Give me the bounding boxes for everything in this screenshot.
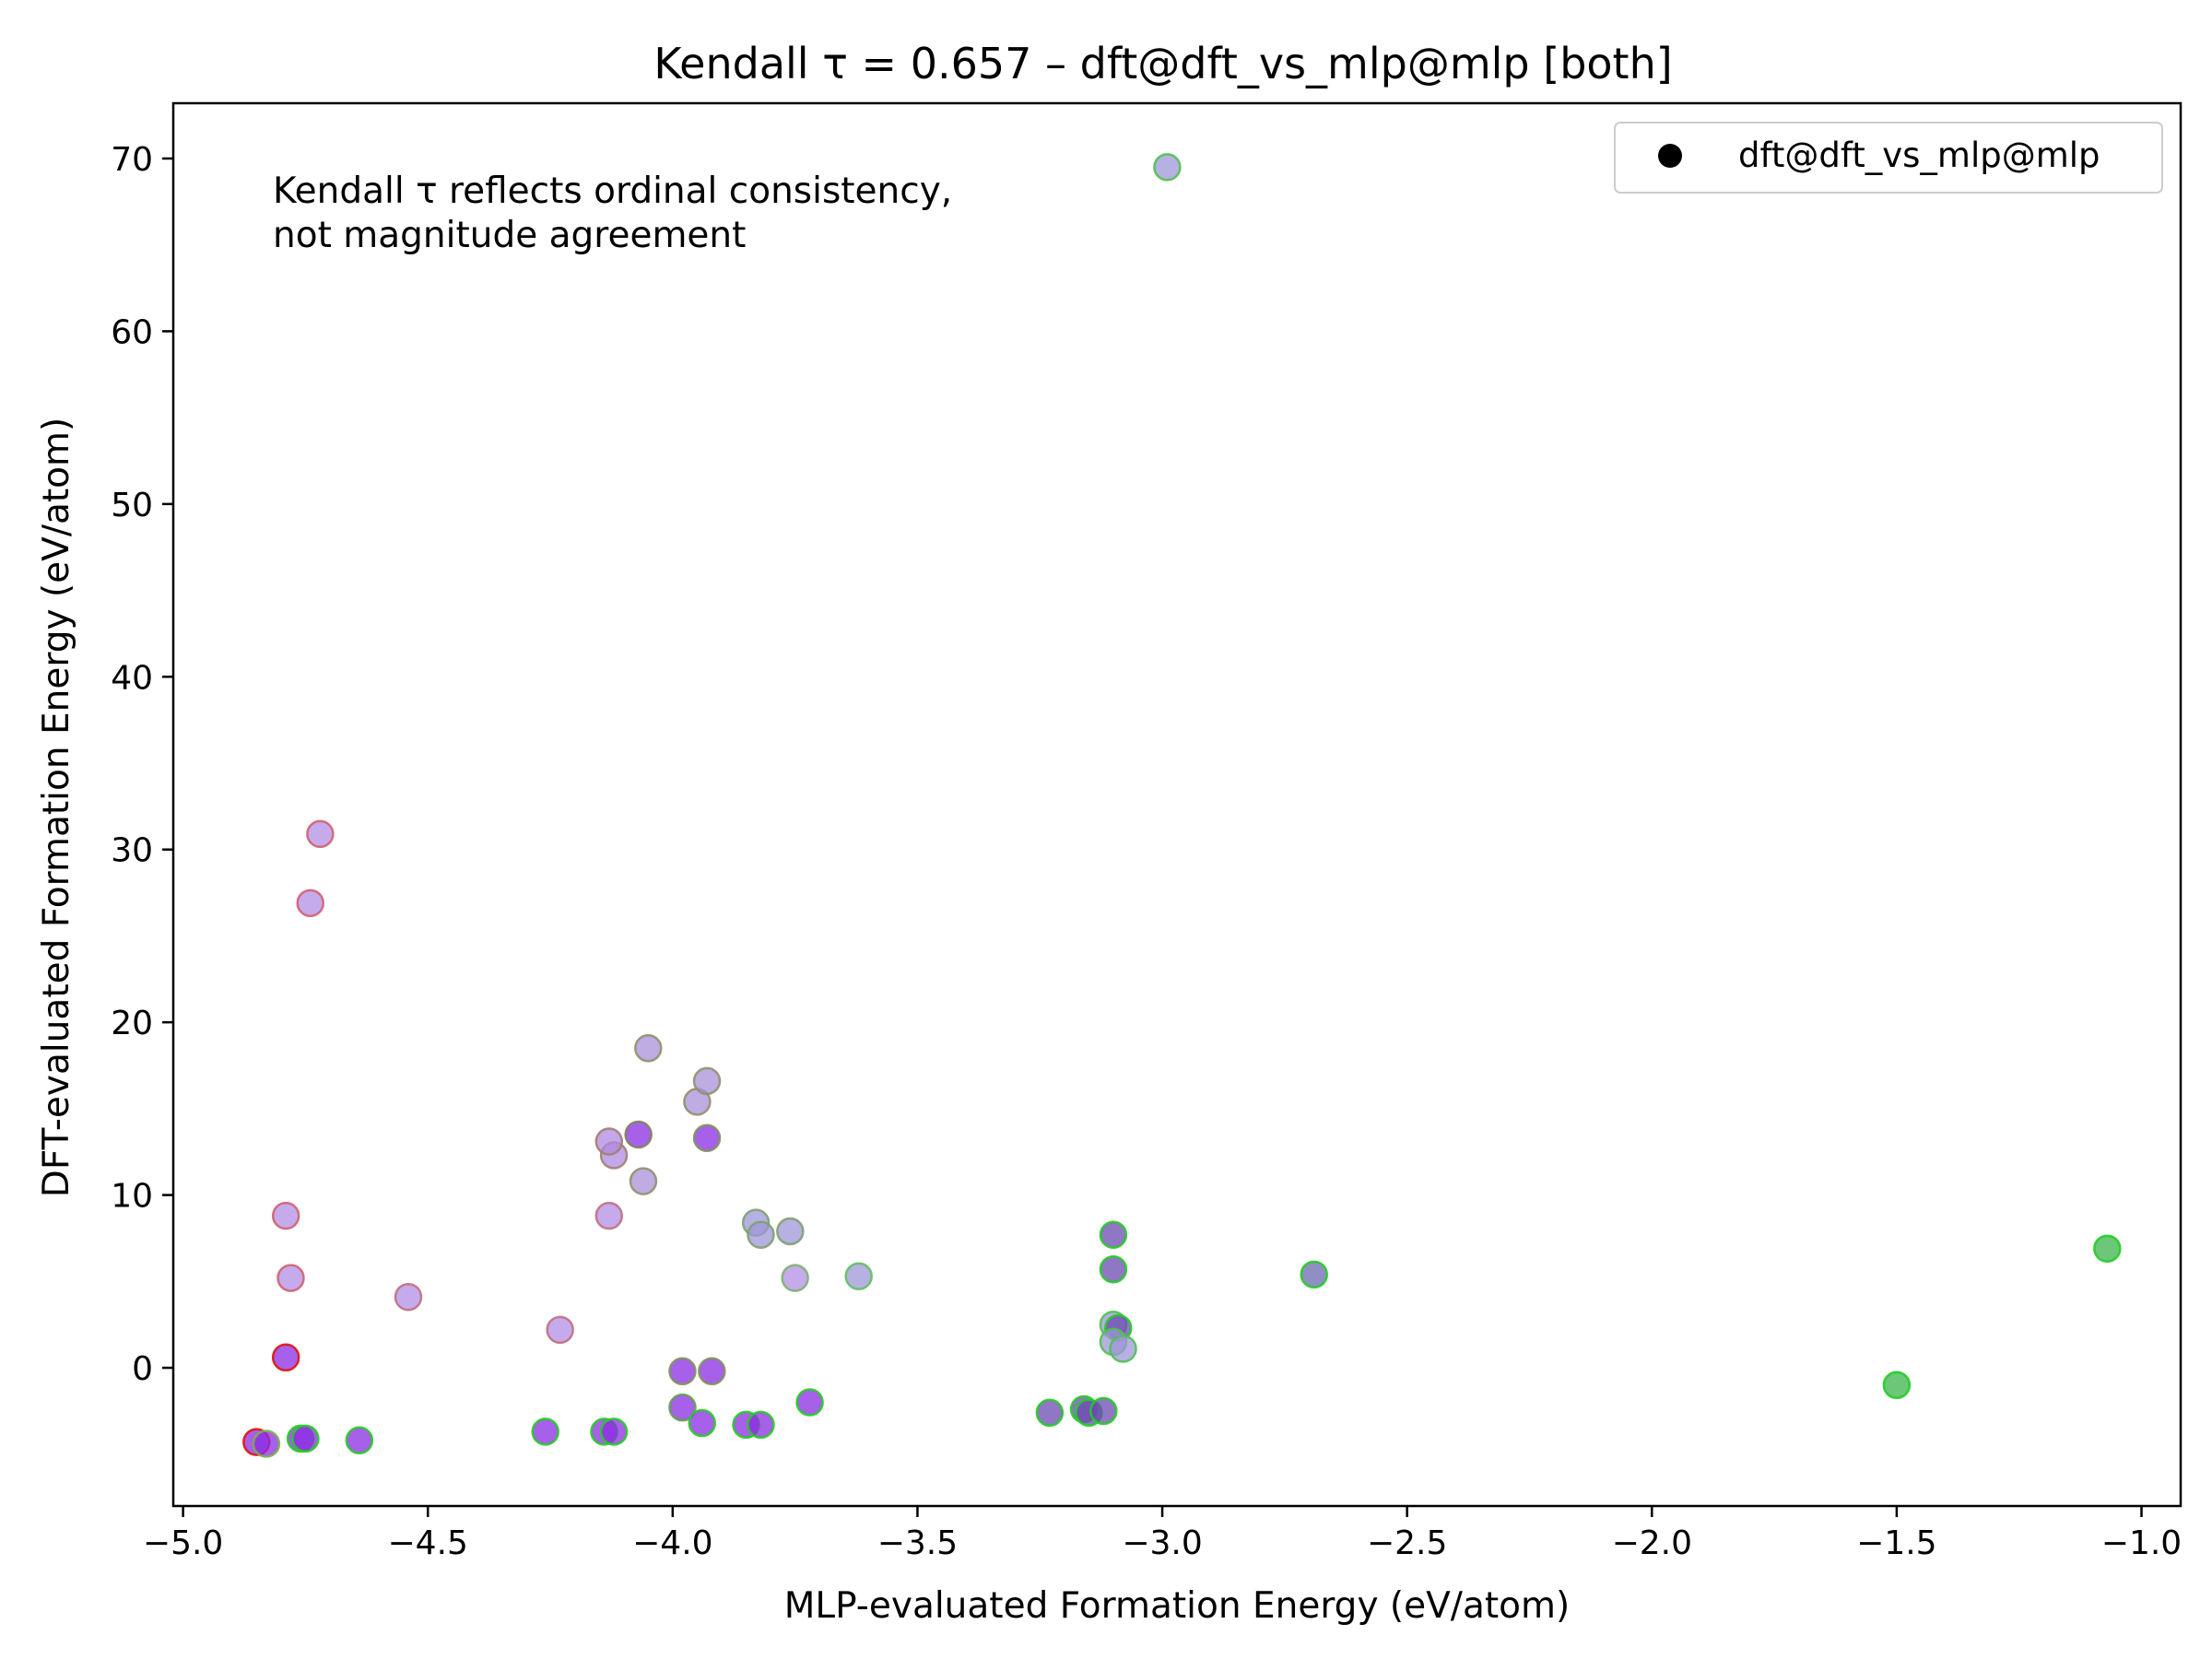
x-axis-label: MLP-evaluated Formation Energy (eV/atom) xyxy=(784,1585,1570,1627)
data-point xyxy=(1109,1335,1137,1363)
y-tick-label: 50 xyxy=(111,487,153,524)
data-point xyxy=(1153,153,1182,182)
y-axis-label: DFT-evaluated Formation Energy (eV/atom) xyxy=(36,418,77,1197)
data-point xyxy=(1089,1396,1118,1426)
x-tick-label: −4.5 xyxy=(388,1524,468,1562)
data-point xyxy=(747,1410,775,1440)
data-point xyxy=(1035,1398,1065,1428)
y-tick-label: 30 xyxy=(111,832,153,870)
data-point xyxy=(291,1424,320,1453)
y-tick-label: 60 xyxy=(111,313,153,351)
data-point xyxy=(776,1217,805,1246)
data-point xyxy=(252,1430,281,1458)
data-point xyxy=(795,1388,824,1417)
y-tick-label: 70 xyxy=(111,141,153,179)
data-point xyxy=(1099,1220,1128,1249)
legend: dft@dft_vs_mlp@mlp xyxy=(1614,122,2163,194)
x-tick-label: −2.0 xyxy=(1612,1524,1692,1562)
data-point xyxy=(1099,1254,1128,1284)
data-point xyxy=(594,1201,624,1230)
data-point xyxy=(668,1393,697,1422)
x-axis: −5.0 −4.5 −4.0 −3.5 −3.0 −2.5 −2.0 −1.5 −1.0 xyxy=(143,1506,2182,1562)
legend-box xyxy=(1614,122,2163,194)
data-point xyxy=(668,1357,697,1386)
data-point xyxy=(599,1418,629,1446)
data-point xyxy=(394,1282,423,1312)
data-point xyxy=(624,1120,653,1149)
data-point xyxy=(634,1034,663,1063)
data-point xyxy=(781,1264,809,1292)
data-point xyxy=(271,1343,300,1372)
data-point xyxy=(692,1066,722,1096)
plot-frame xyxy=(171,101,2183,1508)
data-point xyxy=(629,1167,658,1195)
data-point xyxy=(747,1220,775,1249)
data-point xyxy=(698,1357,726,1386)
y-tick-label: 0 xyxy=(132,1350,153,1388)
legend-marker xyxy=(1658,144,1682,168)
data-point xyxy=(546,1315,574,1345)
annotation-line-2: not magnitude agreement xyxy=(273,215,746,256)
data-point xyxy=(271,1201,300,1230)
data-point xyxy=(1300,1260,1328,1289)
data-point xyxy=(2093,1234,2122,1263)
x-tick-label: −5.0 xyxy=(143,1524,223,1562)
data-point xyxy=(306,819,335,849)
annotation-line-1: Kendall τ reflects ordinal consistency, xyxy=(273,171,952,212)
x-tick-label: −4.0 xyxy=(632,1524,712,1562)
data-point xyxy=(296,888,324,918)
y-axis: 0 10 20 30 40 50 60 70 xyxy=(111,141,173,1388)
y-tick-label: 40 xyxy=(111,659,153,697)
legend-entry-label: dft@dft_vs_mlp@mlp xyxy=(1738,135,2100,175)
data-point xyxy=(345,1426,374,1455)
data-point xyxy=(688,1408,716,1438)
chart-title: Kendall τ = 0.657 – dft@dft_vs_mlp@mlp [… xyxy=(653,39,1672,88)
data-point xyxy=(844,1262,873,1290)
x-tick-label: −2.5 xyxy=(1367,1524,1447,1562)
x-tick-label: −1.5 xyxy=(1856,1524,1936,1562)
data-point xyxy=(276,1264,305,1292)
data-point xyxy=(1882,1371,1912,1400)
data-point xyxy=(531,1418,559,1446)
x-tick-label: −3.5 xyxy=(877,1524,958,1562)
x-tick-label: −3.0 xyxy=(1122,1524,1202,1562)
y-tick-label: 10 xyxy=(111,1178,153,1216)
points-layer xyxy=(242,153,2122,1458)
x-tick-label: −1.0 xyxy=(2101,1524,2182,1562)
data-point xyxy=(594,1127,624,1156)
y-tick-label: 20 xyxy=(111,1005,153,1042)
data-point xyxy=(692,1124,722,1153)
